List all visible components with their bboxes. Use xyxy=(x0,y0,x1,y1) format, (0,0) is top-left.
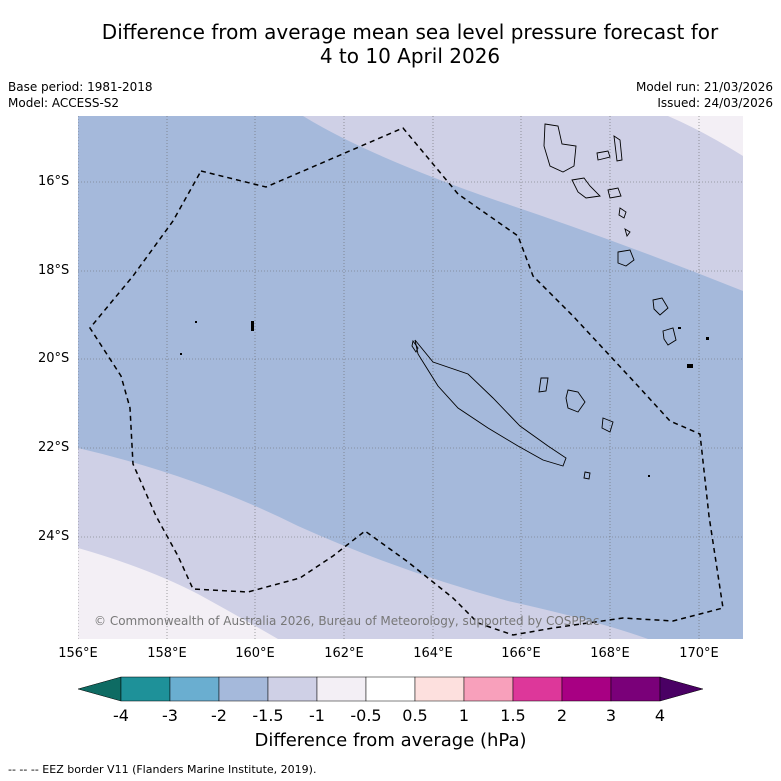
colorbar-label-3: -2 xyxy=(211,706,227,725)
colorbar-swatch-3 xyxy=(218,676,269,702)
colorbar-swatch-10 xyxy=(561,676,612,702)
meta-right: Model run: 21/03/2026 Issued: 24/03/2026 xyxy=(636,79,773,111)
new-caledonia-outline xyxy=(414,339,567,467)
colorbar-label-4: -1.5 xyxy=(252,706,284,725)
lon-label-160e: 160°E xyxy=(235,646,275,661)
colorbar-label-10: 2 xyxy=(556,706,568,725)
colorbar-swatch-7 xyxy=(414,676,465,702)
vanuatu-island-a xyxy=(596,150,611,161)
title-line-2: 4 to 10 April 2026 xyxy=(319,44,501,68)
colorbar-swatch-11 xyxy=(610,676,661,702)
colorbar-label-8: 1 xyxy=(458,706,470,725)
lat-label-20s: 20°S xyxy=(38,351,70,366)
map-svg xyxy=(78,116,743,639)
vanuatu-tanna xyxy=(617,249,635,267)
pressure-band-minus1-ne xyxy=(668,116,743,156)
meta-left: Base period: 1981-2018 Model: ACCESS-S2 xyxy=(8,79,153,111)
colorbar-label-6: -0.5 xyxy=(350,706,382,725)
lon-label-170e: 170°E xyxy=(679,646,719,661)
vanuatu-island-b xyxy=(613,135,623,162)
colorbar-swatch-6 xyxy=(365,676,416,702)
lat-label-22s: 22°S xyxy=(38,440,70,455)
colorbar-label-7: 0.5 xyxy=(402,706,428,725)
colorbar-label-2: -3 xyxy=(162,706,178,725)
lat-label-16s: 16°S xyxy=(38,174,70,189)
chart-title: Difference from average mean sea level p… xyxy=(0,20,781,68)
colorbar-swatch-1 xyxy=(120,676,171,702)
model-run: Model run: 21/03/2026 xyxy=(635,80,773,94)
colorbar-label-5: -1 xyxy=(309,706,325,725)
colorbar-extend-high xyxy=(659,676,703,702)
issued-date: Issued: 24/03/2026 xyxy=(657,96,773,110)
colorbar-swatch-2 xyxy=(169,676,220,702)
colorbar-label-11: 3 xyxy=(605,706,617,725)
lon-label-168e: 168°E xyxy=(590,646,630,661)
lat-label-18s: 18°S xyxy=(38,263,70,278)
isle-of-pines xyxy=(583,471,591,480)
vanuatu-malakula xyxy=(571,177,601,199)
loyalty-island-1 xyxy=(538,377,549,393)
colorbar-swatch-4 xyxy=(267,676,318,702)
pressure-band-minus1-5-sw xyxy=(78,448,648,639)
loyalty-lifou xyxy=(662,327,677,346)
colorbar-swatch-5 xyxy=(316,676,367,702)
base-period: Base period: 1981-2018 xyxy=(8,80,153,94)
colorbar-label-1: -4 xyxy=(113,706,129,725)
colorbar-label-9: 1.5 xyxy=(500,706,526,725)
colorbar-title: Difference from average (hPa) xyxy=(254,730,527,751)
vanuatu-espiritu-santo xyxy=(543,123,577,173)
colorbar-label-12: 4 xyxy=(654,706,666,725)
lon-label-166e: 166°E xyxy=(501,646,541,661)
title-line-1: Difference from average mean sea level p… xyxy=(101,20,719,44)
map-panel[interactable] xyxy=(78,116,743,639)
colorbar xyxy=(78,676,703,702)
lat-label-24s: 24°S xyxy=(38,529,70,544)
eez-footnote: -- -- -- EEZ border V11 (Flanders Marine… xyxy=(8,763,317,776)
eez-border xyxy=(89,127,724,636)
loyalty-island-3 xyxy=(601,417,614,433)
pressure-band-minus1-sw xyxy=(78,548,278,639)
colorbar-swatch-8 xyxy=(463,676,514,702)
loyalty-island-2 xyxy=(565,389,586,413)
lon-label-164e: 164°E xyxy=(413,646,453,661)
copyright-notice: © Commonwealth of Australia 2026, Bureau… xyxy=(94,614,600,628)
small-islets xyxy=(180,321,709,477)
pressure-band-minus1-5-ne xyxy=(303,116,743,291)
coastlines xyxy=(411,123,677,480)
loyalty-mare xyxy=(652,297,669,316)
model-name: Model: ACCESS-S2 xyxy=(8,96,120,110)
lon-label-162e: 162°E xyxy=(324,646,364,661)
lon-label-156e: 156°E xyxy=(58,646,98,661)
colorbar-swatch-9 xyxy=(512,676,563,702)
lon-label-158e: 158°E xyxy=(147,646,187,661)
colorbar-extend-low xyxy=(78,676,122,702)
vanuatu-efate xyxy=(607,187,622,199)
